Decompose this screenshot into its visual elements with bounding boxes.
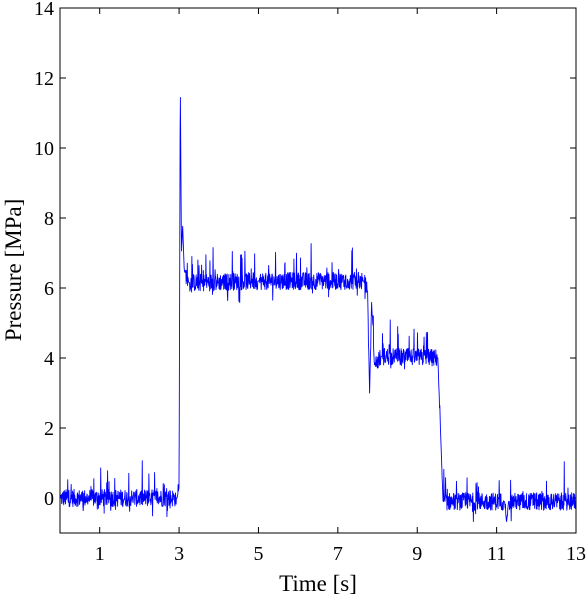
- plot-frame: [59, 7, 577, 534]
- y-tick-label: 14: [34, 0, 54, 20]
- x-tick-label: 11: [487, 543, 506, 565]
- y-tick-label: 2: [44, 418, 54, 440]
- y-tick-labels: 0 2 4 6 8 10 12 14: [34, 0, 54, 510]
- x-tick-label: 9: [412, 543, 422, 565]
- y-tick-label: 6: [44, 278, 54, 300]
- x-tick-label: 3: [174, 543, 184, 565]
- x-tick-labels: 1 3 5 7 9 11 13: [95, 543, 586, 565]
- x-tick-label: 1: [95, 543, 105, 565]
- y-tick-label: 0: [44, 488, 54, 510]
- series-group: [59, 96, 577, 523]
- y-tick-label: 12: [34, 68, 54, 90]
- x-tick-label: 13: [566, 543, 586, 565]
- x-axis-label: Time [s]: [279, 571, 357, 596]
- x-tick-label: 5: [253, 543, 263, 565]
- y-axis-label: Pressure [MPa]: [1, 199, 26, 341]
- y-tick-label: 8: [44, 208, 54, 230]
- series-line-0: [59, 96, 577, 523]
- y-tick-label: 10: [34, 138, 54, 160]
- y-tick-label: 4: [44, 348, 54, 370]
- tick-marks: [60, 7, 577, 533]
- x-tick-label: 7: [333, 543, 343, 565]
